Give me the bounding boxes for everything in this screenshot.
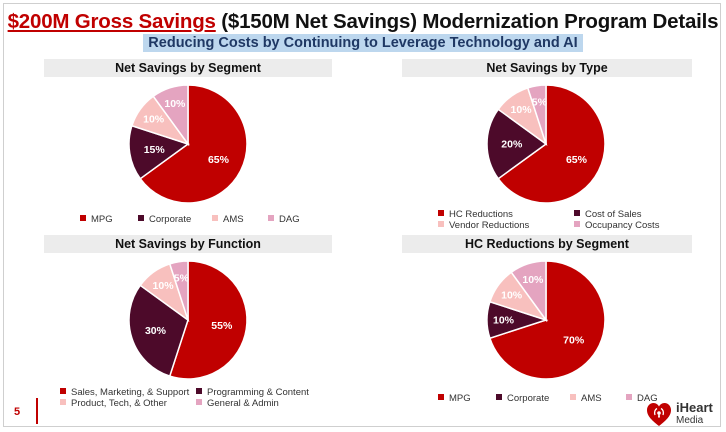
legend-label: General & Admin — [207, 398, 279, 409]
chart-title-function: Net Savings by Function — [44, 235, 332, 253]
pie-data-label: 5% — [174, 273, 190, 285]
pie-slice-hc-reductions — [497, 84, 606, 204]
legend-item-dag: DAG — [268, 214, 300, 225]
title-gross-savings: $200M Gross Savings — [7, 10, 216, 33]
pie-data-label: 10% — [522, 274, 544, 286]
pie-hc-reductions-by-segment: 70% 10% 10% 10% — [486, 260, 606, 380]
legend-label: Sales, Marketing, & Support — [71, 387, 190, 398]
legend-swatch — [80, 215, 86, 221]
legend-item-corporate: Corporate — [138, 214, 191, 225]
legend-swatch — [438, 394, 444, 400]
legend-item-programming-content: Programming & Content — [196, 387, 309, 398]
legend-swatch — [138, 215, 144, 221]
iheart-logo-icon — [647, 403, 671, 426]
pie-slice-sales-marketing-support — [168, 260, 248, 380]
pie-net-savings-by-segment: 65% 15% 10% 10% — [128, 84, 248, 204]
legend-swatch — [268, 215, 274, 221]
legend-label: Cost of Sales — [585, 209, 642, 220]
legend-item-corporate: Corporate — [496, 393, 549, 404]
legend-swatch — [438, 210, 444, 216]
logo-wordmark: iHeart Media — [676, 400, 713, 426]
pie-net-savings-by-function: 55% 30% 10%5% — [128, 260, 248, 380]
logo-line1: iHeart — [676, 400, 713, 415]
legend-swatch — [574, 221, 580, 227]
slide-subtitle: Reducing Costs by Continuing to Leverage… — [143, 34, 583, 52]
legend-swatch — [196, 388, 202, 394]
legend-item-ams: AMS — [570, 393, 602, 404]
legend-label: HC Reductions — [449, 209, 513, 220]
chart-title-segment: Net Savings by Segment — [44, 59, 332, 77]
pie-data-label: 55% — [211, 320, 233, 332]
legend-label: DAG — [637, 393, 658, 404]
pie-slice-dag — [152, 84, 189, 147]
pie-slice-occupancy-costs — [526, 84, 547, 145]
pie-data-label: 10% — [493, 315, 515, 327]
title-rest: ($150M Net Savings) Modernization Progra… — [215, 10, 719, 33]
legend-swatch — [438, 221, 444, 227]
pie-data-label: 15% — [144, 144, 166, 156]
pie-slice-mpg — [139, 84, 248, 204]
legend-item-general-admin: General & Admin — [196, 398, 279, 409]
slide-frame — [3, 3, 721, 427]
pie-slice-programming-content — [128, 284, 189, 378]
legend-label: MPG — [91, 214, 113, 225]
pie-data-label: 10% — [511, 104, 533, 116]
pie-slice-dag — [510, 260, 547, 323]
pie-data-label: 70% — [563, 335, 585, 347]
legend-item-occupancy-costs: Occupancy Costs — [574, 220, 659, 231]
legend-label: AMS — [223, 214, 244, 225]
legend-item-sales-marketing: Sales, Marketing, & Support — [60, 387, 189, 398]
legend-label: Vendor Reductions — [449, 220, 530, 231]
legend-item-mpg: MPG — [438, 393, 471, 404]
page-divider — [36, 398, 38, 424]
legend-label: Programming & Content — [207, 387, 309, 398]
legend-item-hc-reductions: HC Reductions — [438, 209, 513, 220]
legend-label: Corporate — [149, 214, 192, 225]
chart-title-hc-reductions: HC Reductions by Segment — [402, 235, 692, 253]
legend-swatch — [626, 394, 632, 400]
page-number: 5 — [14, 406, 21, 418]
slide-title: $200M Gross Savings ($150M Net Savings) … — [0, 10, 726, 34]
legend-label: Product, Tech, & Other — [71, 398, 167, 409]
chart-title-type: Net Savings by Type — [402, 59, 692, 77]
legend-item-ams: AMS — [212, 214, 244, 225]
pie-data-label: 5% — [532, 97, 548, 109]
logo-line2: Media — [676, 415, 704, 426]
pie-data-label: 10% — [501, 290, 523, 302]
legend-swatch — [570, 394, 576, 400]
pie-data-label: 10% — [143, 114, 165, 126]
legend-item-dag: DAG — [626, 393, 658, 404]
legend-swatch — [496, 394, 502, 400]
legend-item-mpg: MPG — [80, 214, 113, 225]
legend-label: Occupancy Costs — [585, 220, 660, 231]
pie-slice-corporate — [128, 124, 190, 180]
legend-label: MPG — [449, 393, 471, 404]
legend-item-cost-of-sales: Cost of Sales — [574, 209, 642, 220]
pie-slice-general-admin — [168, 260, 189, 321]
legend-label: DAG — [279, 214, 300, 225]
pie-net-savings-by-type: 65% 20% 10%5% — [486, 84, 606, 204]
legend-swatch — [212, 215, 218, 221]
pie-data-label: 10% — [164, 98, 186, 110]
legend-item-product-tech: Product, Tech, & Other — [60, 398, 167, 409]
pie-data-label: 10% — [153, 280, 175, 292]
legend-swatch — [60, 399, 66, 405]
pie-data-label: 65% — [566, 154, 588, 166]
legend-swatch — [574, 210, 580, 216]
legend-item-vendor-reductions: Vendor Reductions — [438, 220, 529, 231]
legend-label: AMS — [581, 393, 602, 404]
pie-data-label: 30% — [145, 325, 167, 337]
legend-label: Corporate — [507, 393, 550, 404]
pie-data-label: 20% — [501, 139, 523, 151]
legend-swatch — [60, 388, 66, 394]
pie-slice-cost-of-sales — [486, 108, 548, 180]
legend-swatch — [196, 399, 202, 405]
pie-data-label: 65% — [208, 154, 230, 166]
